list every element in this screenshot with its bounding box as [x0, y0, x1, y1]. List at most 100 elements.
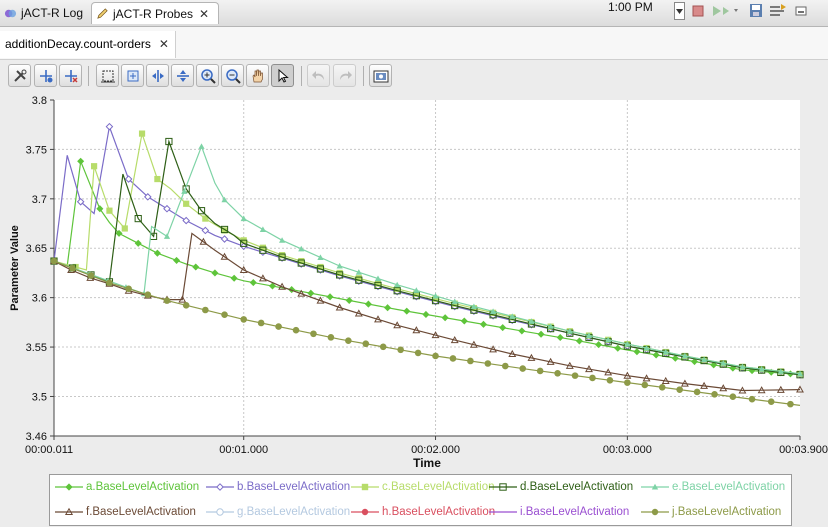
data-point: [412, 326, 421, 334]
data-point: [450, 336, 459, 344]
undo-icon[interactable]: [307, 64, 330, 87]
stop-icon[interactable]: [690, 2, 706, 20]
editor-close-icon[interactable]: ✕: [158, 37, 169, 51]
data-point: [393, 321, 402, 329]
data-point: [105, 122, 114, 131]
legend-item[interactable]: f.BaseLevelActivation: [54, 504, 196, 520]
legend-item[interactable]: d.BaseLevelActivation: [488, 479, 633, 495]
data-point: [623, 371, 632, 379]
data-point: [198, 143, 205, 149]
data-point: [121, 225, 128, 232]
data-point: [658, 384, 666, 391]
data-point: [134, 214, 142, 223]
fit-horizontal-icon[interactable]: [146, 64, 169, 87]
legend-label: f.BaseLevelActivation: [86, 506, 196, 518]
synchronize-icon[interactable]: [768, 2, 788, 20]
data-point: [259, 246, 267, 254]
minimize-icon[interactable]: [794, 2, 808, 20]
data-point: [767, 398, 775, 405]
zoom-box-icon[interactable]: [121, 64, 144, 87]
legend-item[interactable]: i.BaseLevelActivation: [488, 504, 629, 520]
data-point: [183, 200, 190, 207]
data-point: [479, 320, 488, 328]
data-point: [69, 265, 76, 272]
data-point: [585, 332, 593, 339]
chart-series: [50, 122, 804, 408]
tab-jactr-probes[interactable]: jACT-R Probes ✕: [91, 2, 219, 24]
legend-item[interactable]: a.BaseLevelActivation: [54, 479, 199, 495]
zoom-region-icon[interactable]: [96, 64, 119, 87]
redo-icon[interactable]: [333, 64, 356, 87]
data-point: [50, 257, 58, 265]
data-point: [134, 239, 142, 247]
x-axis-ticks: 00:00.011 00:01.000 00:02.000 00:03.000 00:0…: [25, 436, 828, 456]
data-point: [257, 319, 265, 327]
data-point: [739, 363, 746, 370]
editor-tab-addition-decay[interactable]: additionDecay.count-orders ✕: [0, 31, 176, 58]
data-point: [240, 239, 248, 247]
legend-label: c.BaseLevelActivation: [382, 481, 495, 493]
legend-item[interactable]: g.BaseLevelActivation: [205, 504, 350, 520]
data-point: [192, 263, 200, 271]
zoom-out-icon[interactable]: [221, 64, 244, 87]
data-point: [202, 306, 209, 314]
data-point: [336, 269, 343, 277]
dropdown-icon[interactable]: [674, 2, 685, 20]
select-pointer-icon[interactable]: [271, 64, 294, 87]
data-point: [278, 282, 287, 290]
data-point: [566, 328, 573, 334]
data-point: [278, 237, 286, 243]
chart-legend: a.BaseLevelActivation b.BaseLevelActivati…: [49, 474, 792, 526]
legend-swatch: [55, 507, 83, 516]
data-point: [414, 349, 422, 357]
data-point: [605, 336, 612, 343]
legend-label: b.BaseLevelActivation: [237, 481, 351, 493]
data-point: [413, 290, 420, 297]
data-point: [317, 254, 324, 260]
pan-hand-icon[interactable]: [246, 64, 269, 87]
x-tick-label: 00:01.000: [219, 444, 268, 456]
y-axis-title: Parameter Value: [9, 225, 21, 311]
tab-jactr-probes-label: jACT-R Probes: [113, 6, 194, 21]
legend-item[interactable]: c.BaseLevelActivation: [350, 479, 495, 495]
data-point: [345, 296, 353, 304]
data-point: [292, 326, 300, 334]
zoom-in-icon[interactable]: [196, 64, 219, 87]
data-point: [528, 318, 535, 324]
run-icon[interactable]: [710, 2, 740, 20]
data-point: [690, 358, 699, 366]
data-point: [355, 269, 362, 275]
data-point: [106, 207, 113, 214]
legend-item[interactable]: h.BaseLevelActivation: [350, 504, 495, 520]
data-point: [316, 265, 325, 273]
properties-tool-icon[interactable]: [8, 64, 31, 87]
y-tick-label: 3.7: [32, 194, 47, 206]
plot-area[interactable]: [54, 100, 800, 436]
legend-swatch: [206, 508, 234, 516]
x-tick-label: 00:02.000: [411, 444, 460, 456]
data-point: [595, 341, 603, 349]
add-marker-icon[interactable]: [34, 64, 57, 87]
legend-item[interactable]: b.BaseLevelActivation: [205, 479, 350, 495]
data-point: [681, 352, 689, 359]
remove-marker-icon[interactable]: [59, 64, 82, 87]
data-point: [604, 368, 613, 376]
data-point: [379, 343, 387, 351]
save-image-icon[interactable]: [369, 64, 392, 87]
legend-item[interactable]: j.BaseLevelActivation: [640, 504, 781, 520]
data-point: [431, 331, 440, 339]
data-point: [221, 311, 228, 318]
data-point: [239, 265, 248, 273]
data-point: [163, 297, 171, 304]
data-point: [249, 279, 257, 287]
data-point: [796, 370, 804, 377]
save-icon[interactable]: [748, 2, 764, 20]
data-point: [518, 327, 526, 335]
legend-item[interactable]: e.BaseLevelActivation: [640, 479, 785, 495]
fit-vertical-icon[interactable]: [171, 64, 194, 87]
x-tick-label: 00:03.900: [779, 444, 828, 456]
tab-jactr-log[interactable]: jACT-R Log: [0, 2, 90, 24]
close-icon[interactable]: ✕: [199, 6, 210, 21]
data-point: [211, 269, 219, 277]
chart-grid: [54, 100, 800, 436]
